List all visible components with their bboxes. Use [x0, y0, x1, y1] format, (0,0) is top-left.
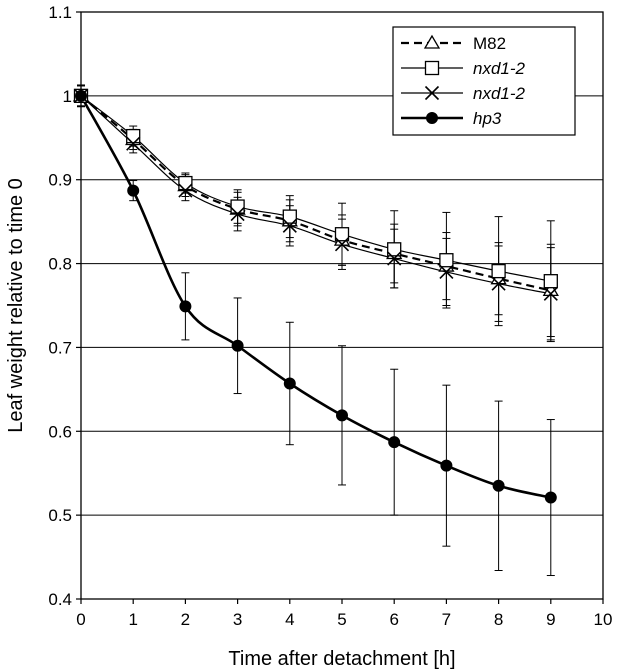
marker-x-stroke [491, 276, 506, 291]
legend-label: M82 [473, 34, 506, 53]
marker-square [491, 263, 506, 279]
x-axis-label: Time after detachment [h] [228, 648, 455, 670]
x-tick-label: 10 [594, 610, 613, 629]
marker-x [126, 136, 141, 151]
y-tick-label: 1.1 [48, 3, 72, 22]
series-line-2 [80, 95, 551, 295]
series-lines [79, 95, 552, 499]
marker-x [334, 237, 350, 252]
y-tick-label: 0.7 [48, 338, 72, 357]
legend-label: hp3 [473, 109, 502, 128]
marker-square [387, 242, 402, 257]
marker-square [334, 227, 350, 242]
marker-triangle [423, 34, 441, 49]
legend-label: nxd1-2 [473, 84, 526, 103]
marker-x [230, 207, 245, 222]
marker-x [439, 264, 454, 280]
marker-square [230, 199, 245, 214]
marker-circle [179, 300, 192, 313]
x-tick-label: 8 [494, 610, 503, 629]
series-line-1 [80, 95, 551, 282]
marker-square [439, 253, 454, 268]
x-tick-label: 5 [337, 610, 346, 629]
x-tick-label: 2 [181, 610, 190, 629]
y-tick-label: 0.6 [48, 422, 72, 441]
marker-x-stroke [424, 85, 440, 101]
marker-circle [231, 339, 244, 352]
marker-circle [388, 436, 401, 449]
x-tick-label: 6 [389, 610, 398, 629]
x-tick-label: 1 [128, 610, 137, 629]
marker-circle [127, 184, 140, 197]
y-axis-ticks: 0.4 0.5 0.6 0.7 0.8 0.9 1 1.1 [48, 3, 81, 609]
marker-square [126, 128, 141, 144]
x-tick-label: 7 [442, 610, 451, 629]
marker-x [387, 251, 402, 266]
marker-x-stroke [230, 207, 245, 222]
marker-x-stroke [282, 218, 297, 233]
series-markers [72, 87, 559, 504]
marker-x-stroke [439, 264, 454, 280]
y-axis-label: Leaf weight relative to time 0 [5, 178, 27, 433]
marker-circle [544, 491, 557, 504]
marker-circle [440, 459, 453, 472]
y-tick-label: 0.4 [48, 590, 72, 609]
marker-circle [336, 409, 348, 422]
marker-x-stroke [387, 251, 402, 266]
x-axis-ticks: 0 1 2 3 4 5 6 7 8 9 10 [76, 599, 612, 629]
marker-circle [283, 377, 296, 390]
marker-circle [426, 112, 438, 124]
marker-x-stroke [178, 183, 193, 198]
marker-x [178, 183, 193, 198]
y-tick-label: 1 [63, 87, 72, 106]
marker-square [282, 209, 297, 224]
y-tick-label: 0.5 [48, 506, 72, 525]
marker-x [424, 85, 440, 101]
marker-x [491, 276, 506, 291]
marker-circle [492, 479, 505, 492]
x-tick-label: 4 [285, 610, 294, 629]
x-tick-label: 9 [546, 610, 555, 629]
marker-x-stroke [543, 286, 558, 301]
marker-x [282, 218, 297, 233]
series-line-0 [80, 95, 552, 292]
marker-square [178, 175, 193, 191]
y-tick-label: 0.8 [48, 255, 72, 274]
marker-x-stroke [126, 136, 141, 151]
marker-x [543, 286, 558, 301]
y-tick-label: 0.9 [48, 171, 72, 190]
marker-x-stroke [334, 237, 350, 252]
x-tick-label: 3 [233, 610, 242, 629]
marker-square [543, 274, 558, 289]
x-tick-label: 0 [76, 610, 85, 629]
legend-label: nxd1-2 [473, 59, 526, 78]
legend: M82 nxd1-2 nxd1-2 hp3 [392, 26, 576, 136]
marker-square [424, 60, 440, 76]
